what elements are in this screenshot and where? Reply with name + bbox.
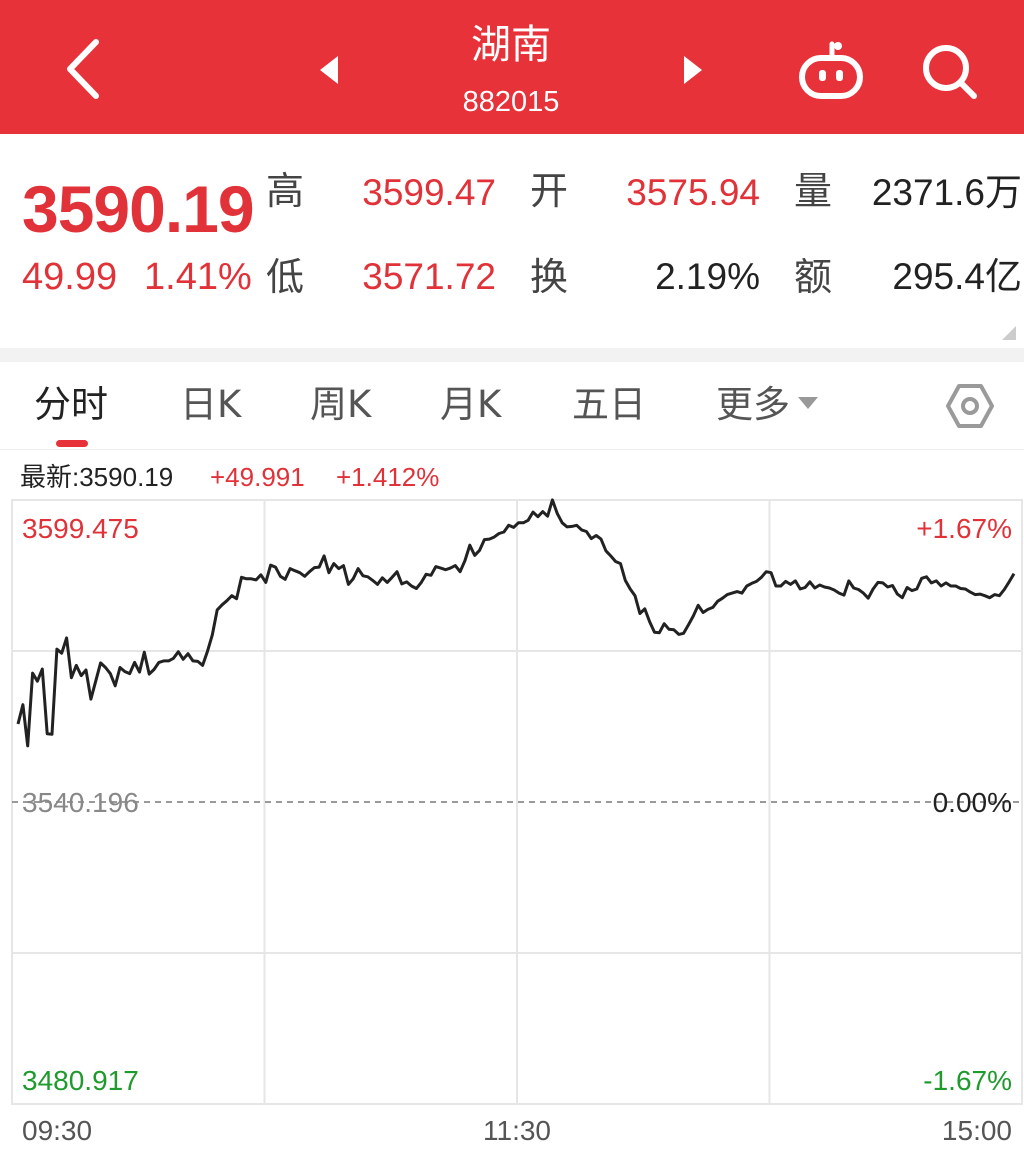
tab-active-indicator (56, 440, 88, 447)
prev-stock-icon[interactable] (314, 52, 344, 88)
period-tabs: 分时 日K 周K 月K 五日 更多 (0, 362, 1024, 450)
x-tick-label-mid: 11:30 (483, 1115, 551, 1146)
tab-intraday[interactable]: 分时 (34, 383, 108, 426)
chart-legend: 最新:3590.19 +49.991 +1.412% (0, 456, 1024, 498)
open-label: 开 (530, 169, 569, 213)
price-change-pct: 1.41% (144, 256, 252, 298)
amount-value: 295.4亿 (892, 256, 1022, 297)
tab-daily-k[interactable]: 日K (180, 383, 242, 426)
price-line (16, 498, 1016, 748)
tab-weekly-k[interactable]: 周K (310, 383, 372, 426)
volume-value: 2371.6万 (871, 172, 1022, 213)
tab-monthly-k[interactable]: 月K (440, 383, 502, 426)
tab-more[interactable]: 更多 (716, 382, 818, 428)
pct-tick-label-bottom: -1.67% (923, 1065, 1012, 1096)
y-tick-label-mid: 3540.196 (22, 787, 139, 818)
x-tick-label-start: 09:30 (22, 1115, 92, 1146)
y-tick-label-top: 3599.475 (22, 513, 139, 544)
amount-label: 额 (794, 255, 833, 299)
settings-hexagon-icon[interactable] (946, 382, 994, 430)
section-divider (0, 348, 1024, 362)
volume-label: 量 (794, 169, 833, 213)
low-label: 低 (266, 255, 305, 299)
stock-code: 882015 (462, 86, 560, 118)
pct-tick-label-top: +1.67% (916, 513, 1012, 544)
price-change: 49.99 (22, 256, 118, 298)
price-series (16, 498, 1016, 748)
tab-more-label: 更多 (716, 383, 790, 426)
top-bar: 湖南 882015 (0, 0, 1024, 134)
turnover-label: 换 (530, 255, 569, 299)
dropdown-arrow-icon (798, 396, 818, 409)
legend-latest: 最新:3590.19 (20, 462, 174, 492)
chart-grid (11, 499, 1023, 1105)
robot-assistant-icon[interactable] (794, 40, 866, 102)
tab-five-day[interactable]: 五日 (572, 383, 646, 426)
next-stock-icon[interactable] (678, 52, 708, 88)
chart-labels: 3599.475 3540.196 3480.917 +1.67% 0.00% -1.67… (22, 513, 1012, 1146)
legend-change: +49.991 (210, 462, 305, 492)
open-value: 3575.94 (626, 172, 760, 213)
search-icon[interactable] (918, 40, 982, 102)
legend-change-pct: +1.412% (336, 462, 440, 492)
high-value: 3599.47 (362, 172, 496, 213)
stock-title: 湖南 (471, 22, 551, 68)
pct-tick-label-mid: 0.00% (933, 787, 1012, 818)
quote-summary: 3590.19 49.99 1.41% 高 低 3599.47 3571.72 … (0, 134, 1024, 348)
intraday-chart[interactable]: 3599.475 3540.196 3480.917 +1.67% 0.00% -1.67… (0, 498, 1024, 1154)
x-tick-label-end: 15:00 (942, 1115, 1012, 1146)
low-value: 3571.72 (362, 256, 496, 297)
y-tick-label-bottom: 3480.917 (22, 1065, 139, 1096)
turnover-value: 2.19% (655, 256, 760, 297)
expand-corner-icon[interactable] (1002, 326, 1016, 340)
back-arrow-icon[interactable] (52, 34, 116, 104)
current-price: 3590.19 (22, 172, 255, 246)
high-label: 高 (266, 169, 305, 213)
